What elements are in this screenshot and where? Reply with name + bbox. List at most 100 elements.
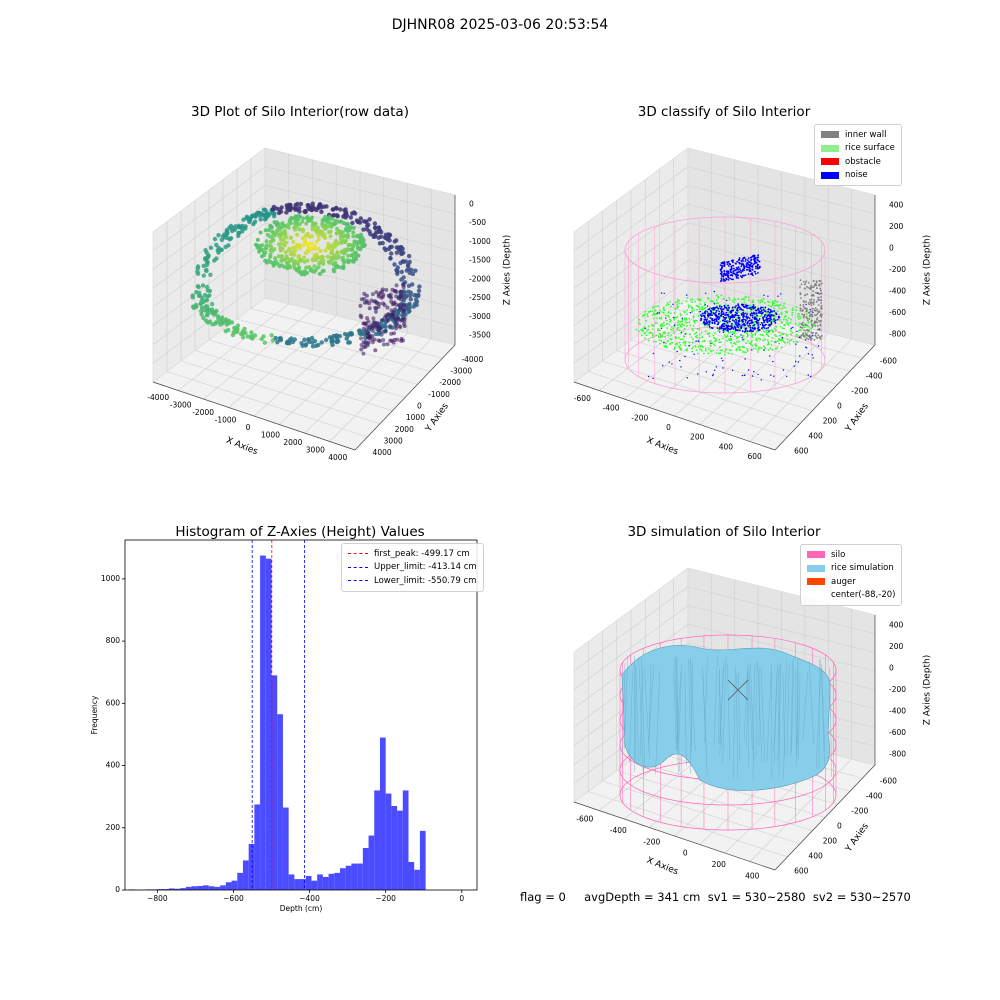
data-point <box>284 210 289 215</box>
data-point <box>367 217 372 222</box>
data-point <box>304 265 309 270</box>
data-point <box>307 245 312 249</box>
data-point <box>365 316 370 321</box>
data-point <box>240 335 246 340</box>
data-point <box>286 248 291 253</box>
data-point <box>314 258 318 263</box>
data-point <box>219 247 224 252</box>
data-point <box>300 219 305 224</box>
data-point <box>272 211 277 216</box>
data-point <box>381 292 386 297</box>
data-point <box>381 338 386 342</box>
data-point <box>302 337 307 342</box>
grid-line <box>152 185 266 270</box>
data-point <box>359 297 364 302</box>
data-point <box>358 303 363 308</box>
data-point <box>204 284 210 290</box>
y-tick-label: 3000 <box>384 437 403 446</box>
data-point <box>264 210 269 215</box>
z-tick-label: 400 <box>889 621 904 630</box>
grid-line <box>573 222 689 308</box>
plot4-legend: silo rice simulation auger center(-88,-2… <box>800 544 903 606</box>
data-point <box>297 222 302 227</box>
data-point <box>195 269 200 274</box>
data-point <box>297 258 302 263</box>
data-point <box>319 229 324 234</box>
data-point <box>358 235 363 240</box>
data-point <box>201 315 206 321</box>
data-point <box>309 335 315 341</box>
data-point <box>358 216 363 221</box>
data-point <box>225 231 230 236</box>
data-point <box>350 220 355 226</box>
data-point <box>388 255 393 261</box>
data-point <box>264 239 269 244</box>
data-point <box>366 331 371 336</box>
data-point <box>380 240 385 246</box>
data-point <box>287 263 292 268</box>
data-point <box>345 222 350 227</box>
data-point <box>273 256 278 261</box>
data-point <box>284 235 289 240</box>
data-point <box>370 334 375 338</box>
x-tick-label: -400 <box>610 826 627 835</box>
data-point <box>249 330 254 335</box>
data-point <box>361 351 366 356</box>
z-tick-label: -500 <box>469 218 486 227</box>
data-point <box>364 300 369 305</box>
z-tick-label: -200 <box>889 685 906 694</box>
z-axis-label: Z Axies (Depth) <box>503 235 513 306</box>
data-point <box>270 237 275 241</box>
data-point <box>240 331 246 336</box>
data-point <box>199 312 204 317</box>
data-point <box>196 284 201 290</box>
data-point <box>223 329 228 334</box>
data-point <box>297 209 302 214</box>
data-point <box>354 251 359 256</box>
data-point <box>348 215 353 220</box>
legend-swatch <box>807 564 825 572</box>
data-point <box>290 249 295 254</box>
data-point <box>262 253 267 257</box>
x-tick-label: -1000 <box>215 415 237 424</box>
data-point <box>248 334 254 340</box>
data-point <box>218 322 223 327</box>
data-point <box>373 225 378 230</box>
rice-surface-point <box>779 325 782 328</box>
data-point <box>287 206 292 211</box>
x-tick-label: 2000 <box>283 438 302 447</box>
data-point <box>342 251 347 256</box>
data-point <box>336 338 341 344</box>
data-point <box>278 209 284 214</box>
legend-item: auger <box>807 575 895 589</box>
data-point <box>282 264 287 269</box>
data-point <box>406 283 412 288</box>
data-point <box>252 333 258 338</box>
data-point <box>367 306 372 311</box>
data-point <box>287 219 292 224</box>
z-axis-label: Z Axies (Depth) <box>923 655 933 726</box>
grid-line <box>674 321 782 417</box>
data-point <box>374 290 379 295</box>
data-point <box>268 248 273 253</box>
grid-line <box>687 203 876 252</box>
data-point <box>359 343 364 348</box>
data-point <box>392 337 397 342</box>
data-point <box>389 251 394 256</box>
grid-line <box>573 166 689 251</box>
legend-swatch <box>807 592 825 599</box>
data-point <box>334 335 340 340</box>
x-tick-label: 4000 <box>328 453 347 462</box>
data-point <box>373 331 379 337</box>
data-point <box>408 297 413 302</box>
grid-line <box>573 204 689 289</box>
data-point <box>310 340 315 345</box>
data-point <box>401 282 406 286</box>
z-tick-label: 0 <box>469 199 474 208</box>
data-point <box>385 305 390 310</box>
data-point <box>280 246 285 251</box>
data-point <box>262 217 268 222</box>
data-point <box>316 233 321 238</box>
data-point <box>338 207 343 212</box>
data-point <box>360 240 365 245</box>
